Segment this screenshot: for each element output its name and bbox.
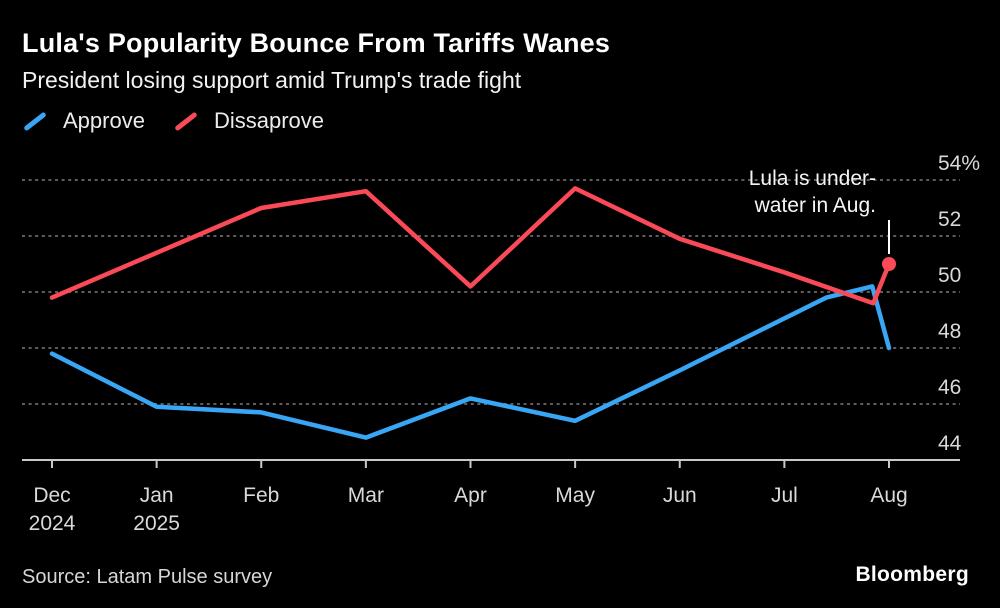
y-axis-label-54: 54% [938,152,980,175]
x-axis-label-Jan: Jan [140,484,174,507]
legend-item-dissaprove: Dissaprove [173,108,324,134]
source-note: Source: Latam Pulse survey [22,566,273,588]
x-axis-label-Jun: Jun [663,484,697,507]
y-axis-label-44: 44 [938,432,962,455]
x-axis-sublabel-2025: 2025 [133,512,180,535]
series-line-approve [49,284,892,440]
y-axis-label-46: 46 [938,376,961,399]
annotation-line-2: water in Aug. [754,194,876,217]
legend-item-approve: Approve [22,108,145,134]
x-axis-label-Feb: Feb [243,484,279,507]
x-axis-label-Dec: Dec [33,484,70,507]
y-axis-label-52: 52 [938,208,961,231]
bloomberg-logo: Bloomberg [855,563,969,586]
x-axis-label-May: May [555,484,595,507]
annotation-text: Lula is under- water in Aug. [749,165,876,219]
legend-label-approve: Approve [63,108,145,133]
series-line-dissaprove [49,186,892,306]
x-axis-label-Apr: Apr [454,484,487,507]
dissaprove-end-dot [882,257,896,271]
x-axis-label-Mar: Mar [348,484,384,507]
chart-title: Lula's Popularity Bounce From Tariffs Wa… [22,28,611,58]
y-axis-label-48: 48 [938,320,961,343]
legend: Approve Dissaprove [22,108,324,134]
annotation-line-1: Lula is under- [748,167,876,190]
y-axis-label-50: 50 [938,264,961,287]
chart-subtitle: President losing support amid Trump's tr… [22,67,522,93]
x-axis-label-Jul: Jul [771,484,798,507]
x-axis-label-Aug: Aug [870,484,907,507]
x-axis-sublabel-2024: 2024 [29,512,76,535]
legend-label-dissaprove: Dissaprove [213,108,324,133]
